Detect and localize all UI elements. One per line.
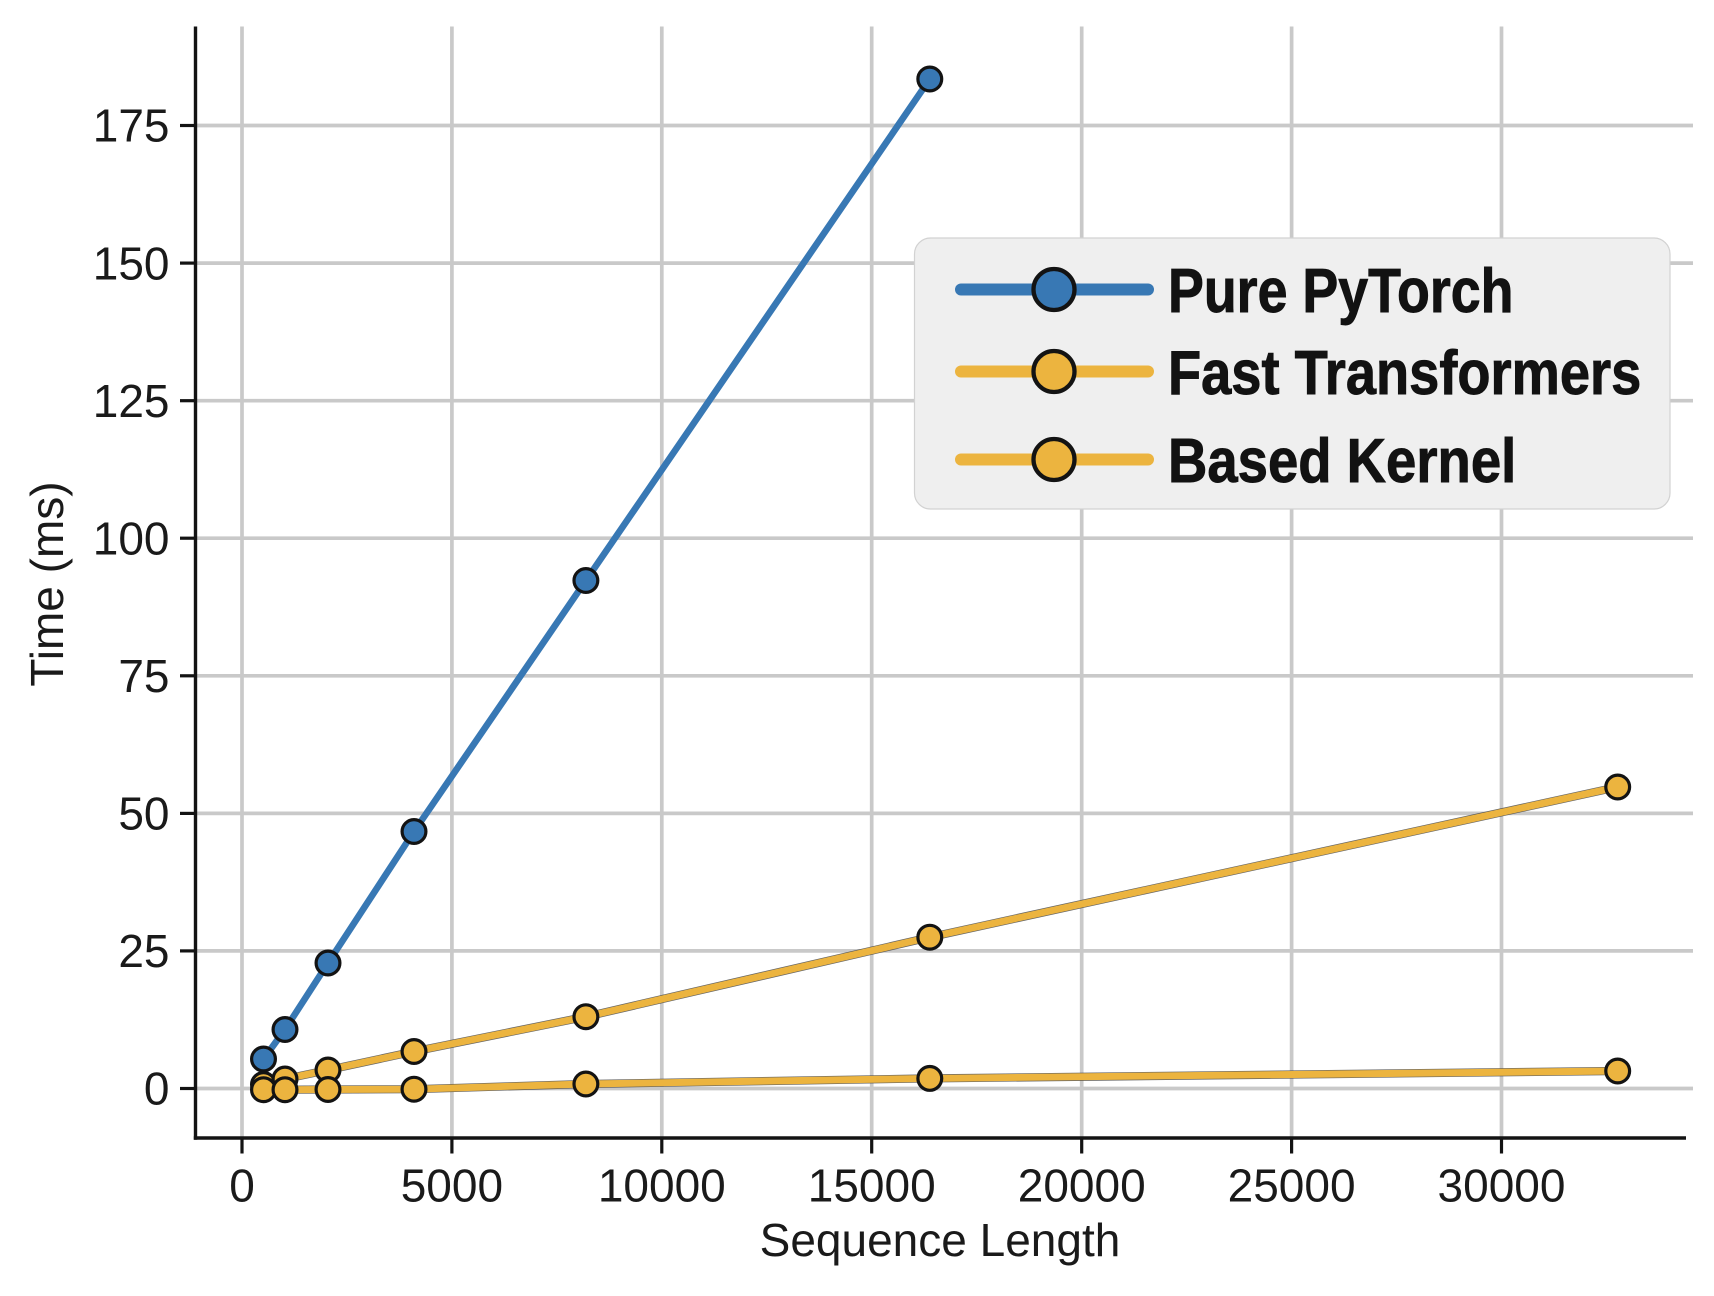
- svg-text:30000: 30000: [1438, 1160, 1566, 1212]
- svg-text:25: 25: [118, 925, 169, 977]
- svg-text:20000: 20000: [1018, 1160, 1146, 1212]
- svg-text:Time (ms): Time (ms): [21, 481, 73, 686]
- svg-text:0: 0: [229, 1160, 255, 1212]
- svg-text:Based Kernel: Based Kernel: [1168, 427, 1516, 496]
- svg-text:75: 75: [118, 650, 169, 702]
- svg-text:25000: 25000: [1228, 1160, 1356, 1212]
- svg-text:Fast Transformers: Fast Transformers: [1168, 339, 1641, 408]
- svg-text:100: 100: [93, 512, 170, 564]
- svg-text:10000: 10000: [598, 1160, 726, 1212]
- svg-text:175: 175: [93, 100, 170, 152]
- svg-text:Sequence Length: Sequence Length: [760, 1214, 1121, 1266]
- svg-text:Pure PyTorch: Pure PyTorch: [1168, 256, 1513, 325]
- svg-text:50: 50: [118, 788, 169, 840]
- svg-text:5000: 5000: [401, 1160, 503, 1212]
- svg-text:0: 0: [144, 1063, 170, 1115]
- svg-text:15000: 15000: [808, 1160, 936, 1212]
- svg-text:125: 125: [93, 375, 170, 427]
- svg-text:150: 150: [93, 237, 170, 289]
